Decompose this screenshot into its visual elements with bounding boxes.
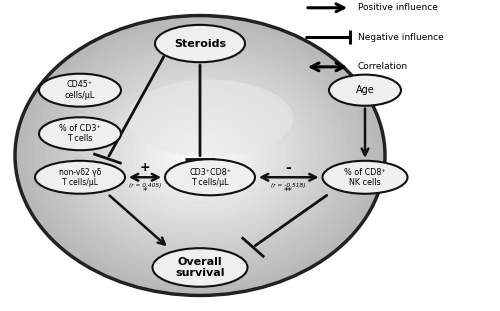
Text: -: -: [286, 161, 292, 175]
Text: Overall
survival: Overall survival: [176, 257, 225, 278]
Ellipse shape: [76, 62, 324, 249]
Ellipse shape: [21, 20, 379, 291]
Text: *: *: [143, 187, 147, 196]
Ellipse shape: [138, 109, 262, 202]
Ellipse shape: [182, 142, 218, 169]
Ellipse shape: [34, 30, 366, 281]
Text: Negative influence: Negative influence: [358, 33, 444, 42]
Text: Positive influence: Positive influence: [358, 3, 438, 12]
Ellipse shape: [120, 95, 280, 216]
Ellipse shape: [155, 25, 245, 62]
Ellipse shape: [39, 117, 121, 150]
Ellipse shape: [132, 104, 268, 207]
Ellipse shape: [188, 146, 212, 165]
Ellipse shape: [329, 75, 401, 106]
Ellipse shape: [83, 67, 317, 244]
Ellipse shape: [152, 248, 248, 287]
Ellipse shape: [102, 81, 298, 230]
Text: CD45⁺
cells/µL: CD45⁺ cells/µL: [65, 81, 95, 100]
Ellipse shape: [194, 151, 206, 160]
Text: % of CD3⁺
T cells: % of CD3⁺ T cells: [59, 124, 101, 143]
Ellipse shape: [322, 161, 408, 194]
Ellipse shape: [40, 34, 360, 277]
Text: Correlation: Correlation: [358, 63, 408, 71]
Text: non-vδ2 γδ
T cells/µL: non-vδ2 γδ T cells/µL: [59, 168, 101, 187]
Ellipse shape: [127, 80, 293, 157]
Ellipse shape: [126, 100, 274, 211]
Ellipse shape: [64, 53, 336, 258]
Text: Steroids: Steroids: [174, 39, 226, 49]
Text: (r = 0.405): (r = 0.405): [129, 183, 161, 188]
Ellipse shape: [39, 74, 121, 107]
Ellipse shape: [165, 159, 255, 195]
Ellipse shape: [144, 114, 256, 197]
Ellipse shape: [114, 90, 286, 221]
Ellipse shape: [15, 16, 385, 295]
Ellipse shape: [95, 76, 305, 235]
Text: % of CD8⁺
NK cells: % of CD8⁺ NK cells: [344, 168, 386, 187]
Text: **: **: [284, 187, 293, 196]
Ellipse shape: [52, 44, 348, 267]
Ellipse shape: [46, 39, 354, 272]
Ellipse shape: [163, 128, 237, 183]
Ellipse shape: [28, 25, 372, 286]
Text: (r = -0.518): (r = -0.518): [271, 183, 306, 188]
Text: +: +: [140, 161, 150, 174]
Ellipse shape: [176, 137, 224, 174]
Ellipse shape: [150, 118, 250, 193]
Ellipse shape: [108, 86, 292, 225]
Ellipse shape: [70, 58, 330, 253]
Ellipse shape: [169, 132, 231, 179]
Text: CD3⁺CD8⁺
T cells/µL: CD3⁺CD8⁺ T cells/µL: [189, 168, 231, 187]
Ellipse shape: [157, 123, 243, 188]
Ellipse shape: [35, 161, 125, 194]
Ellipse shape: [58, 48, 342, 263]
Text: Age: Age: [356, 85, 374, 95]
Ellipse shape: [89, 72, 311, 239]
